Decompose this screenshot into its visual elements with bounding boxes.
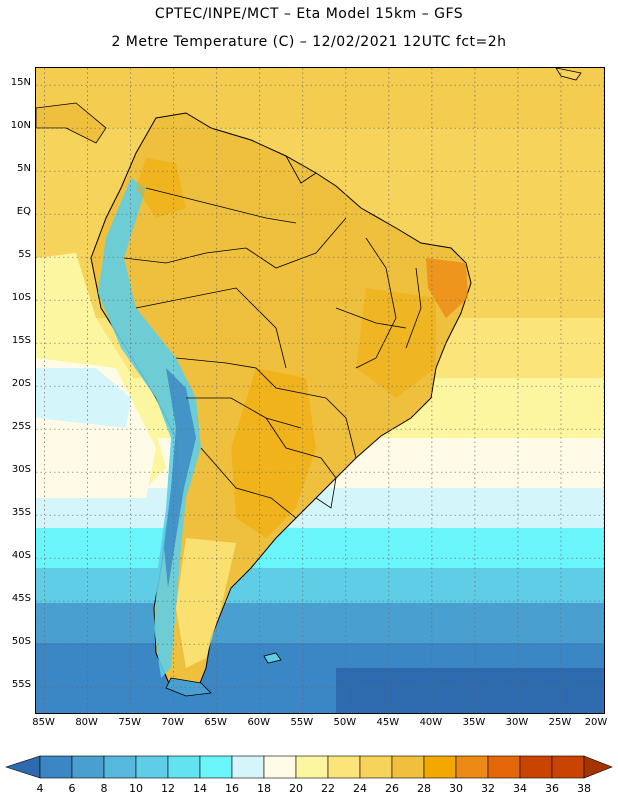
lat-tick-label: 30S <box>11 464 31 476</box>
lat-tick-label: EQ <box>16 206 31 218</box>
lon-tick-label: 65W <box>204 717 228 728</box>
lat-tick-label: 5S <box>18 249 31 261</box>
lon-tick-label: 75W <box>118 717 141 728</box>
colorbar-tick-label: 28 <box>417 782 431 795</box>
falkland-islands <box>263 652 282 664</box>
colorbar-tick-label: 22 <box>321 782 335 795</box>
lon-tick-label: 25W <box>548 717 572 728</box>
colorbar-tick-label: 12 <box>161 782 175 795</box>
colorbar-tick-label: 20 <box>289 782 303 795</box>
lon-tick-label: 85W <box>32 717 55 728</box>
temperature-map <box>35 67 605 714</box>
tierra-del-fuego <box>165 677 212 697</box>
lat-tick-label: 5N <box>17 163 31 175</box>
country-borders <box>123 155 422 519</box>
lon-tick-label: 50W <box>333 717 357 728</box>
lon-tick-label: 40W <box>419 717 443 728</box>
north-sea-band <box>36 68 604 128</box>
colder-sea-band <box>36 528 604 568</box>
lat-tick-label: 10N <box>10 120 31 132</box>
colorbar-segment <box>39 755 73 779</box>
colorbar-segment <box>71 755 105 779</box>
colorbar-segment <box>327 755 361 779</box>
lat-tick-label: 40S <box>11 550 31 562</box>
lon-tick-label: 80W <box>75 717 98 728</box>
colorbar-tick-label: 8 <box>100 782 108 795</box>
lon-tick-label: 20W <box>584 717 608 728</box>
colorbar-segment <box>263 755 297 779</box>
pacific-cold-patch <box>36 368 131 428</box>
andes-high-peaks <box>164 368 196 588</box>
colorbar-high-arrow <box>583 755 613 779</box>
colorbar-segment <box>199 755 233 779</box>
colorbar-tick-label: 16 <box>225 782 239 795</box>
colorbar-segment <box>231 755 265 779</box>
colorbar-tick-label: 34 <box>513 782 527 795</box>
colorbar-segment <box>167 755 201 779</box>
lon-tick-label: 70W <box>161 717 184 728</box>
sea-band-8 <box>36 603 604 643</box>
lat-lon-grid <box>36 68 604 713</box>
lat-tick-label: 55S <box>11 679 31 691</box>
sea-band-4 <box>336 668 604 713</box>
lat-tick-label: 45S <box>11 593 31 605</box>
lon-tick-label: 60W <box>247 717 271 728</box>
lat-tick-label: 15S <box>11 335 31 347</box>
colorbar-segment <box>487 755 521 779</box>
lat-tick-label: 10S <box>11 292 31 304</box>
lat-tick-label: 25S <box>11 421 31 433</box>
northeast-hot-patch <box>426 258 468 318</box>
colorbar-segment <box>359 755 393 779</box>
colorbar-tick-label: 38 <box>577 782 591 795</box>
colorbar-segment <box>391 755 425 779</box>
temperature-colorbar <box>5 755 613 779</box>
lat-tick-label: 35S <box>11 507 31 519</box>
colorbar-segment <box>423 755 457 779</box>
colorbar-tick-label: 14 <box>193 782 207 795</box>
colorbar-segment <box>519 755 553 779</box>
map-title: CPTEC/INPE/MCT – Eta Model 15km – GFS <box>154 6 464 22</box>
lon-tick-label: 55W <box>290 717 314 728</box>
colorbar-tick-label: 6 <box>68 782 76 795</box>
lat-tick-label: 50S <box>11 636 31 648</box>
colorbar-tick-label: 18 <box>257 782 271 795</box>
colorbar-tick-label: 4 <box>36 782 44 795</box>
sea-band-12 <box>36 568 604 603</box>
map-canvas <box>36 68 604 713</box>
map-subtitle: 2 Metre Temperature (C) – 12/02/2021 12U… <box>111 34 507 50</box>
andes-cold-zone <box>98 178 201 678</box>
colorbar-tick-label: 26 <box>385 782 399 795</box>
colorbar-tick-label: 32 <box>481 782 495 795</box>
colorbar-tick-label: 24 <box>353 782 367 795</box>
caribbean-island <box>555 68 582 81</box>
colorbar-low-arrow <box>5 755 41 779</box>
colorbar-segment <box>135 755 169 779</box>
patagonia-cool-zone <box>176 538 236 668</box>
colorbar-tick-label: 36 <box>545 782 559 795</box>
colorbar-tick-label: 30 <box>449 782 463 795</box>
lat-tick-label: 20S <box>11 378 31 390</box>
lat-tick-label: 15N <box>10 77 31 89</box>
colorbar-tick-label: 10 <box>129 782 143 795</box>
central-america <box>36 102 107 144</box>
lon-tick-label: 45W <box>376 717 400 728</box>
lon-tick-label: 35W <box>462 717 486 728</box>
lon-tick-label: 30W <box>505 717 529 728</box>
colorbar-segment <box>551 755 585 779</box>
colorbar-segment <box>103 755 137 779</box>
colorbar-segment <box>295 755 329 779</box>
colorbar-segment <box>455 755 489 779</box>
